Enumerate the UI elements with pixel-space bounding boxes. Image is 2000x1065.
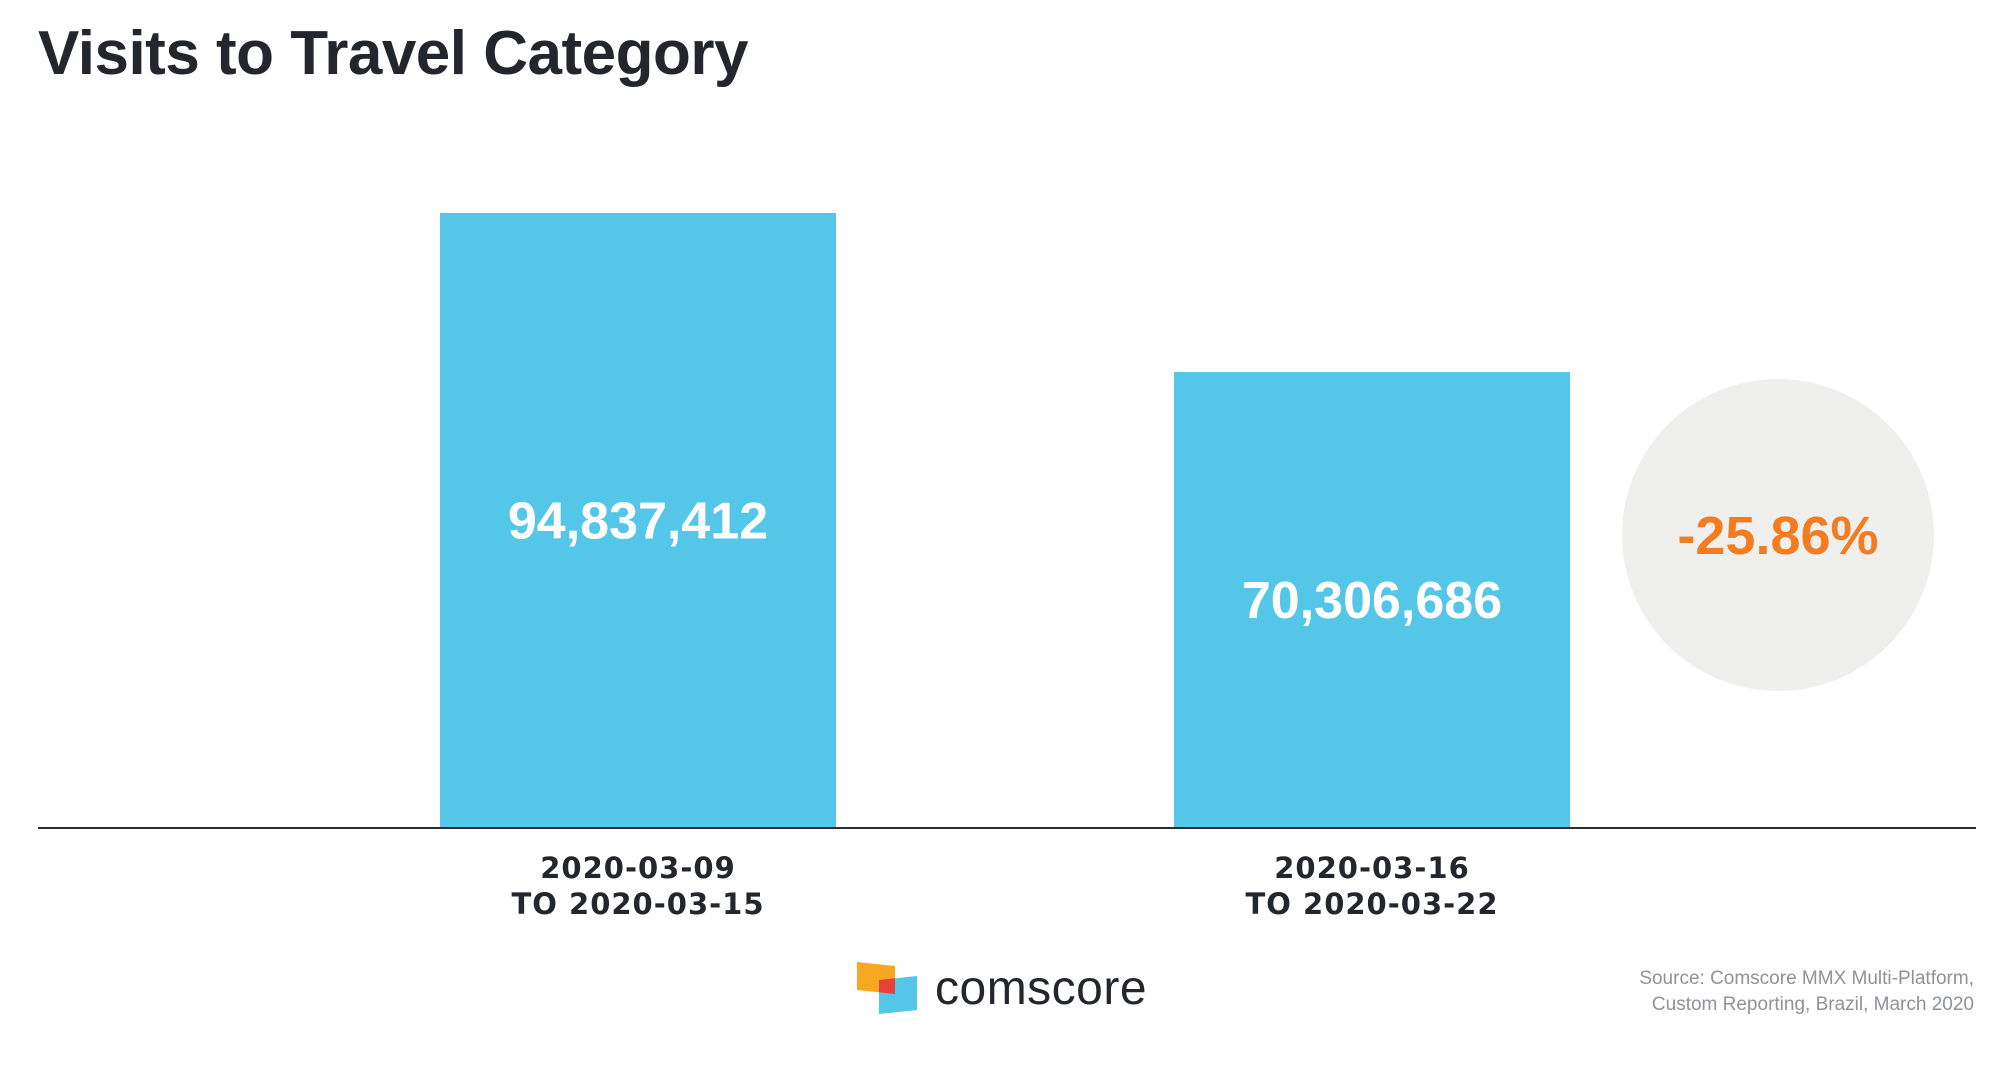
- percent-change-label: -25.86%: [1677, 506, 1878, 566]
- source-line-1: Source: Comscore MMX Multi-Platform,: [1639, 968, 1974, 989]
- chart-title: Visits to Travel Category: [38, 19, 748, 88]
- comscore-logo-icon: [857, 962, 917, 1014]
- change-indicator: -25.86%: [1622, 379, 1934, 691]
- source-line-2: Custom Reporting, Brazil, March 2020: [1651, 994, 1974, 1015]
- bar-value-label-2: 70,306,686: [1242, 572, 1502, 630]
- bars-layer: 94,837,412 70,306,686: [440, 213, 1570, 828]
- bar-value-label-1: 94,837,412: [508, 493, 768, 551]
- x-tick-label-2-line-1: 2020-03-16: [1274, 851, 1470, 885]
- bar-2: [1174, 372, 1570, 828]
- x-tick-label-1-line-1: 2020-03-09: [540, 851, 736, 885]
- x-tick-label-2-line-2: TO 2020-03-22: [1245, 887, 1498, 921]
- x-tick-label-1-line-2: TO 2020-03-15: [511, 887, 764, 921]
- source-note: Source: Comscore MMX Multi-Platform, Cus…: [1639, 966, 1974, 1018]
- change-circle: [1622, 379, 1934, 691]
- bar-1: [440, 213, 836, 828]
- brand-wordmark: comscore: [935, 961, 1148, 1015]
- brand-logo: comscore: [855, 960, 1147, 1016]
